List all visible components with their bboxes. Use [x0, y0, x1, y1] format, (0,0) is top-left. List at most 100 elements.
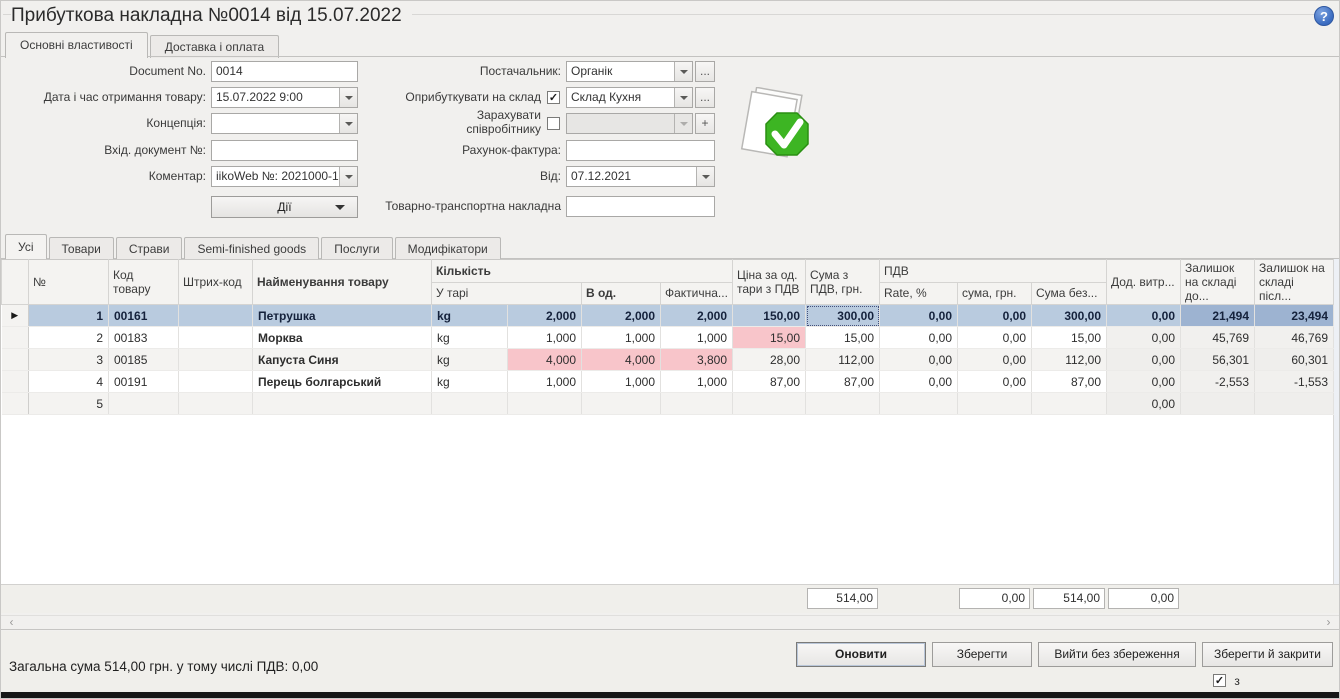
cell-actual[interactable]: 1,000	[660, 326, 733, 349]
employee-add-button[interactable]: +	[695, 113, 715, 134]
col-header-in-units[interactable]: В од.	[581, 281, 661, 305]
tab-main-properties[interactable]: Основні властивості	[5, 32, 148, 58]
cell-sum-wo-vat[interactable]	[1031, 392, 1108, 415]
cell-sum-wo-vat[interactable]: 87,00	[1031, 370, 1108, 393]
cell-in-tare[interactable]: 2,000	[507, 304, 582, 327]
cell-in-tare[interactable]: 1,000	[507, 326, 582, 349]
cell-add-exp[interactable]: 0,00	[1106, 348, 1182, 371]
incoming-doc-input[interactable]	[211, 140, 358, 161]
cell-in-tare[interactable]: 1,000	[507, 370, 582, 393]
cell-vat-rate[interactable]: 0,00	[879, 370, 958, 393]
cell-num[interactable]: 2	[28, 326, 109, 349]
chevron-down-icon[interactable]	[339, 88, 357, 107]
cell-barcode[interactable]	[178, 348, 253, 371]
invoice-input[interactable]	[566, 140, 715, 161]
cell-sum-vat[interactable]: 87,00	[805, 370, 880, 393]
cell-vat-rate[interactable]: 0,00	[879, 348, 958, 371]
cell-barcode[interactable]	[178, 304, 253, 327]
cell-vat-rate[interactable]: 0,00	[879, 304, 958, 327]
col-header-name[interactable]: Найменування товару	[252, 259, 432, 305]
cell-add-exp[interactable]: 0,00	[1106, 326, 1182, 349]
vertical-scrollbar[interactable]	[1333, 259, 1339, 613]
waybill-input[interactable]	[566, 196, 715, 217]
cell-unit[interactable]: kg	[431, 348, 508, 371]
concept-combo[interactable]	[211, 113, 358, 134]
table-row-selected[interactable]: ▶ 1 00161 Петрушка kg 2,000 2,000 2,000 …	[1, 304, 1335, 327]
cell-vat-sum[interactable]: 0,00	[957, 304, 1032, 327]
cell-in-units[interactable]: 4,000	[581, 348, 661, 371]
cell-price[interactable]	[732, 392, 806, 415]
cell-vat-sum[interactable]: 0,00	[957, 326, 1032, 349]
cell-name[interactable]: Петрушка	[252, 304, 432, 327]
scroll-right-icon[interactable]: ›	[1326, 615, 1331, 629]
tab-items-all[interactable]: Усі	[5, 234, 47, 260]
store-checkbox[interactable]: ✓	[547, 91, 560, 104]
cell-code[interactable]: 00161	[108, 304, 179, 327]
cell-code[interactable]: 00185	[108, 348, 179, 371]
actions-button[interactable]: Дії	[211, 196, 358, 218]
refresh-button[interactable]: Оновити	[796, 642, 926, 667]
cell-code[interactable]: 00191	[108, 370, 179, 393]
row-gutter[interactable]	[1, 326, 29, 349]
cell-stock-after[interactable]	[1254, 392, 1335, 415]
cell-sum-vat[interactable]	[805, 392, 880, 415]
row-gutter[interactable]	[1, 392, 29, 415]
cell-sum-wo-vat[interactable]: 15,00	[1031, 326, 1108, 349]
cell-code[interactable]: 00183	[108, 326, 179, 349]
cell-num[interactable]: 1	[28, 304, 109, 327]
cell-unit[interactable]	[431, 392, 508, 415]
tab-items-goods[interactable]: Товари	[48, 237, 114, 260]
from-date-combo[interactable]: 07.12.2021	[566, 166, 715, 187]
chevron-down-icon[interactable]	[339, 114, 357, 133]
cell-price[interactable]: 15,00	[732, 326, 806, 349]
row-gutter[interactable]	[1, 348, 29, 371]
cell-stock-after[interactable]: 23,494	[1254, 304, 1335, 327]
cell-barcode[interactable]	[178, 392, 253, 415]
cell-unit[interactable]: kg	[431, 370, 508, 393]
cell-sum-wo-vat[interactable]: 300,00	[1031, 304, 1108, 327]
cell-in-tare[interactable]	[507, 392, 582, 415]
cell-stock-before[interactable]: 56,301	[1180, 348, 1256, 371]
received-date-combo[interactable]: 15.07.2022 9:00	[211, 87, 358, 108]
cell-sum-vat[interactable]: 15,00	[805, 326, 880, 349]
table-row[interactable]: 2 00183 Морква kg 1,000 1,000 1,000 15,0…	[1, 326, 1335, 349]
horizontal-scrollbar[interactable]: ‹ ›	[1, 615, 1339, 630]
row-gutter[interactable]	[1, 370, 29, 393]
cell-barcode[interactable]	[178, 326, 253, 349]
employee-checkbox[interactable]	[547, 117, 560, 130]
chevron-down-icon[interactable]	[696, 167, 714, 186]
col-header-add-exp[interactable]: Дод. витр...	[1106, 259, 1182, 305]
cell-add-exp[interactable]: 0,00	[1106, 392, 1182, 415]
cell-stock-after[interactable]: 60,301	[1254, 348, 1335, 371]
cell-unit[interactable]: kg	[431, 326, 508, 349]
cell-in-units[interactable]: 2,000	[581, 304, 661, 327]
cell-stock-after[interactable]: -1,553	[1254, 370, 1335, 393]
cell-name[interactable]: Капуста Синя	[252, 348, 432, 371]
cell-in-tare[interactable]: 4,000	[507, 348, 582, 371]
comment-combo[interactable]: iikoWeb №: 2021000-1...	[211, 166, 358, 187]
col-header-vat-sum[interactable]: сума, грн.	[957, 281, 1032, 305]
exit-without-saving-button[interactable]: Вийти без збереження	[1038, 642, 1196, 667]
save-button[interactable]: Зберегти	[932, 642, 1032, 667]
supplier-browse-button[interactable]: ...	[695, 61, 715, 82]
chevron-down-icon[interactable]	[674, 88, 692, 107]
cell-actual[interactable]: 3,800	[660, 348, 733, 371]
row-marker-icon[interactable]: ▶	[1, 304, 29, 327]
cell-vat-sum[interactable]: 0,00	[957, 348, 1032, 371]
table-row[interactable]: 4 00191 Перець болгарський kg 1,000 1,00…	[1, 370, 1335, 393]
tab-items-modifiers[interactable]: Модифікатори	[394, 237, 501, 260]
store-combo[interactable]: Склад Кухня	[566, 87, 693, 108]
cell-stock-before[interactable]: -2,553	[1180, 370, 1256, 393]
cell-add-exp[interactable]: 0,00	[1106, 370, 1182, 393]
tab-items-services[interactable]: Послуги	[321, 237, 393, 260]
col-header-stock-after[interactable]: Залишок на складі післ...	[1254, 259, 1335, 305]
cell-actual[interactable]	[660, 392, 733, 415]
cell-sum-wo-vat[interactable]: 112,00	[1031, 348, 1108, 371]
cell-name[interactable]: Перець болгарський	[252, 370, 432, 393]
scroll-left-icon[interactable]: ‹	[9, 615, 14, 629]
tab-delivery-payment[interactable]: Доставка і оплата	[149, 35, 280, 58]
repost-checkbox[interactable]: ✓	[1213, 674, 1226, 688]
table-row[interactable]: 3 00185 Капуста Синя kg 4,000 4,000 3,80…	[1, 348, 1335, 371]
cell-in-units[interactable]: 1,000	[581, 326, 661, 349]
cell-vat-rate[interactable]	[879, 392, 958, 415]
